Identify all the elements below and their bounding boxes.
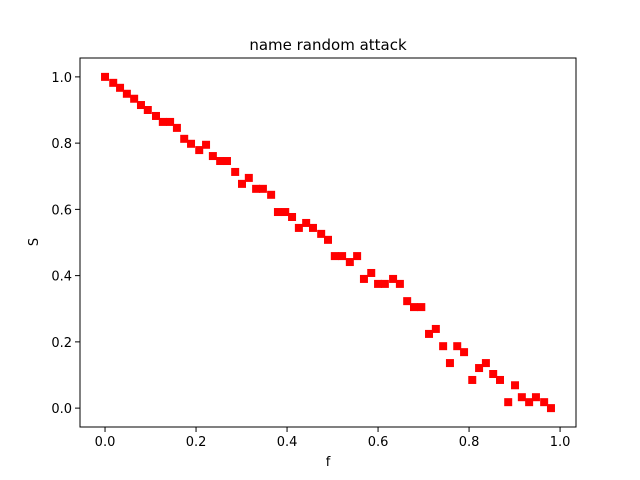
point — [439, 342, 448, 351]
y-tick-label: 0.4 — [51, 270, 72, 285]
point — [445, 359, 454, 368]
point — [288, 212, 297, 221]
point — [273, 208, 282, 217]
y-tick-label: 0.2 — [51, 336, 72, 351]
x-tick-label: 0.4 — [277, 435, 298, 450]
point — [195, 146, 204, 155]
point — [546, 404, 555, 413]
point — [317, 229, 326, 238]
point — [244, 173, 253, 182]
chart-title: name random attack — [249, 36, 407, 54]
point — [109, 78, 118, 87]
point — [417, 303, 426, 312]
point — [216, 157, 225, 166]
point — [281, 208, 290, 217]
point — [468, 375, 477, 384]
point — [222, 157, 231, 166]
point — [338, 252, 347, 261]
x-tick-label: 0.8 — [459, 435, 480, 450]
point — [425, 329, 434, 338]
y-tick-label: 1.0 — [51, 71, 72, 86]
point — [143, 106, 152, 115]
point — [367, 268, 376, 277]
point — [475, 364, 484, 373]
point — [258, 184, 267, 193]
point — [395, 279, 404, 288]
y-axis-label: S — [27, 238, 42, 246]
point — [359, 274, 368, 283]
point — [517, 393, 526, 402]
point — [410, 303, 419, 312]
point — [496, 375, 505, 384]
point — [380, 279, 389, 288]
point — [324, 235, 332, 244]
plot-frame — [79, 57, 577, 428]
point — [202, 140, 211, 149]
point — [511, 381, 520, 390]
point — [166, 117, 175, 126]
point — [208, 152, 217, 161]
point — [294, 223, 303, 232]
point — [460, 348, 469, 357]
point — [158, 117, 167, 126]
x-axis-label: f — [326, 455, 331, 470]
point — [231, 167, 240, 176]
point — [531, 393, 540, 402]
point — [116, 83, 125, 92]
point — [489, 370, 498, 379]
point — [302, 218, 311, 227]
point — [122, 89, 131, 98]
y-tick-label: 0.6 — [51, 203, 72, 218]
point — [180, 134, 189, 143]
point — [252, 184, 261, 193]
point — [308, 223, 317, 232]
point — [130, 94, 139, 103]
point — [330, 252, 339, 261]
point — [353, 252, 362, 261]
x-tick-label: 1.0 — [550, 435, 571, 450]
point — [403, 297, 412, 306]
x-tick-label: 0.0 — [95, 435, 116, 450]
point — [172, 123, 181, 132]
point — [187, 139, 196, 148]
point — [101, 72, 110, 81]
x-tick-label: 0.2 — [186, 435, 207, 450]
point — [267, 190, 276, 199]
point — [453, 342, 462, 351]
y-tick-label: 0.0 — [51, 402, 72, 417]
point — [481, 359, 490, 368]
point — [151, 111, 160, 120]
point — [345, 258, 354, 267]
point — [525, 398, 534, 407]
point — [504, 398, 513, 407]
point — [389, 274, 398, 283]
point — [136, 101, 145, 110]
point — [237, 179, 246, 188]
point — [374, 279, 383, 288]
x-tick-label: 0.6 — [368, 435, 389, 450]
y-tick-label: 0.8 — [51, 137, 72, 152]
point — [431, 324, 440, 333]
point — [540, 398, 549, 407]
